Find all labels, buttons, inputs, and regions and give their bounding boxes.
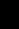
Bar [7,20,8,21]
Bar [4,20,5,21]
Text: 10: 10 [0,0,19,5]
Bar [4,13,7,14]
Bar [13,15,15,17]
Bar [10,18,12,20]
Text: 42: 42 [0,0,19,12]
Text: REMOTE
CLIENT: REMOTE CLIENT [0,0,19,29]
Text: FIG. 1: FIG. 1 [0,0,19,29]
Bar [7,18,9,20]
Text: 30: 30 [0,0,19,17]
Text: 38: 38 [0,17,19,29]
Bar [9,22,10,23]
Text: 44: 44 [0,0,19,13]
Text: PRINTER: PRINTER [0,0,19,29]
Text: OPERATOR
WORKSTATION: OPERATOR WORKSTATION [0,0,19,29]
Bar [8,10,11,11]
Bar [9,13,11,14]
Text: X-RAY
CONTROLLER: X-RAY CONTROLLER [0,0,19,29]
Text: MOTOR
CONTROLLER: MOTOR CONTROLLER [0,0,19,29]
Text: COMPUTER: COMPUTER [0,0,19,29]
Text: 12: 12 [0,0,19,21]
Text: DISPLAY: DISPLAY [0,0,19,29]
Text: 16: 16 [0,24,19,29]
Text: S: S [0,0,19,29]
Text: 18: 18 [0,0,19,21]
Text: 48: 48 [0,0,19,9]
Text: 36: 36 [0,0,19,29]
Text: 24: 24 [0,0,19,17]
Bar [3,18,13,20]
Text: 22: 22 [0,0,19,21]
Text: 46: 46 [0,11,19,29]
Text: 40: 40 [0,0,19,12]
Bar [3,22,5,24]
Text: D: D [0,0,19,29]
Text: MEMORY: MEMORY [0,0,19,29]
Text: DATA
PROCESSING
CIRCUITRY: DATA PROCESSING CIRCUITRY [0,0,19,29]
Text: 28: 28 [0,0,19,19]
Text: 20: 20 [0,24,19,29]
Bar [7,22,9,24]
Polygon shape [11,21,12,25]
Bar [9,12,11,13]
Bar [3,18,6,20]
Text: 32: 32 [0,0,19,17]
Text: 14: 14 [0,0,19,21]
Text: PACS: PACS [0,0,19,29]
Bar [4,10,6,11]
Text: 26: 26 [0,0,19,19]
Text: P: P [0,0,19,29]
Bar [3,15,11,17]
Text: 34: 34 [0,0,19,17]
Bar [9,23,10,24]
